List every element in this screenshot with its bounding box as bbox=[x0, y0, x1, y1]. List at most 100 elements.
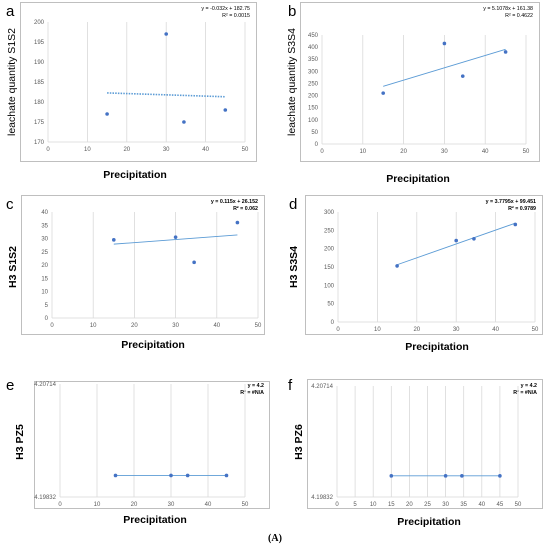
x-tick-label-c-3: 30 bbox=[172, 323, 179, 329]
data-point-a-2 bbox=[182, 120, 186, 124]
x-tick-label-b-0: 0 bbox=[320, 149, 324, 155]
x-tick-label-a-0: 0 bbox=[46, 147, 50, 153]
x-tick-label-f-3: 15 bbox=[388, 502, 395, 508]
data-point-b-2 bbox=[460, 74, 465, 78]
y-tick-label-d-6: 300 bbox=[324, 210, 335, 216]
x-axis-label-c: Precipitation bbox=[121, 339, 185, 351]
panel-letter-c: c bbox=[6, 196, 14, 213]
data-point-c-3 bbox=[235, 220, 240, 225]
panel-letter-e: e bbox=[6, 377, 15, 394]
y-tick-label-e-1: 4.20714 bbox=[34, 382, 56, 388]
x-tick-label-d-4: 40 bbox=[492, 327, 499, 333]
panel-letter-d: d bbox=[289, 196, 298, 213]
equation-text-a: y = -0.032x + 182.75 bbox=[201, 6, 250, 12]
data-point-f-0 bbox=[389, 474, 394, 478]
equation-text-f: y = 4.2 bbox=[520, 383, 537, 389]
x-tick-label-b-3: 30 bbox=[441, 149, 448, 155]
data-point-b-3 bbox=[503, 50, 508, 54]
data-point-a-3 bbox=[223, 108, 228, 112]
r2-text-d: R² = 0.9789 bbox=[508, 205, 536, 212]
trendline-b bbox=[383, 48, 506, 87]
panel-letter-f: f bbox=[288, 377, 293, 394]
x-tick-label-c-5: 50 bbox=[255, 323, 262, 329]
y-tick-label-b-1: 50 bbox=[311, 130, 318, 136]
r2-text-b: R² = 0.4622 bbox=[505, 12, 533, 19]
x-tick-label-f-7: 35 bbox=[460, 502, 467, 508]
equation-b: y = 5.1078x + 161.38 R² = 0.4622 bbox=[463, 6, 533, 19]
data-point-d-3 bbox=[513, 222, 518, 227]
x-axis-label-e: Precipitation bbox=[123, 514, 187, 526]
y-tick-label-c-5: 25 bbox=[41, 250, 48, 256]
y-tick-label-a-0: 170 bbox=[34, 140, 45, 146]
trendline-a bbox=[107, 92, 226, 98]
equation-f: y = 4.2 R² = #N/A bbox=[467, 383, 537, 396]
x-tick-label-e-3: 30 bbox=[168, 502, 175, 508]
panel-frame-e bbox=[34, 381, 270, 509]
x-tick-label-b-4: 40 bbox=[482, 149, 489, 155]
y-tick-label-b-9: 450 bbox=[308, 33, 319, 39]
data-point-e-0 bbox=[113, 473, 118, 478]
x-tick-label-e-2: 20 bbox=[131, 502, 138, 508]
data-point-e-2 bbox=[185, 473, 190, 478]
y-tick-label-b-2: 100 bbox=[308, 118, 319, 124]
x-tick-label-c-2: 20 bbox=[131, 323, 138, 329]
data-point-d-2 bbox=[472, 236, 476, 241]
y-tick-label-c-6: 30 bbox=[41, 237, 48, 243]
equation-e: y = 4.2 R² = #N/A bbox=[194, 383, 264, 396]
x-axis-label-d: Precipitation bbox=[405, 341, 469, 353]
x-tick-label-f-5: 25 bbox=[424, 502, 431, 508]
x-tick-label-a-2: 20 bbox=[123, 147, 130, 153]
panel-frame-c bbox=[21, 195, 265, 335]
x-tick-label-b-1: 10 bbox=[359, 149, 366, 155]
y-tick-label-a-6: 200 bbox=[34, 20, 45, 26]
y-tick-label-d-5: 250 bbox=[324, 228, 335, 234]
y-tick-label-d-4: 200 bbox=[324, 247, 335, 253]
data-point-c-1 bbox=[173, 235, 178, 239]
y-tick-label-c-4: 20 bbox=[41, 263, 48, 269]
r2-text-e: R² = #N/A bbox=[240, 389, 264, 396]
panel-letter-a: a bbox=[6, 3, 15, 20]
equation-d: y = 3.7795x + 99.451 R² = 0.9789 bbox=[466, 199, 536, 212]
equation-text-d: y = 3.7795x + 99.451 bbox=[485, 199, 536, 205]
panel-frame-f bbox=[307, 379, 543, 509]
y-tick-label-d-2: 100 bbox=[324, 283, 335, 289]
x-tick-label-c-0: 0 bbox=[50, 323, 54, 329]
data-point-f-2 bbox=[460, 474, 464, 478]
y-tick-label-c-3: 15 bbox=[41, 276, 48, 282]
y-tick-label-b-5: 250 bbox=[308, 81, 319, 87]
y-tick-label-d-0: 0 bbox=[331, 320, 335, 326]
x-tick-label-d-5: 50 bbox=[532, 327, 539, 333]
equation-text-b: y = 5.1078x + 161.38 bbox=[483, 6, 533, 12]
data-point-f-1 bbox=[443, 474, 448, 478]
figure-caption: (A) bbox=[268, 533, 282, 544]
x-axis-label-a: Precipitation bbox=[103, 169, 167, 181]
x-tick-label-e-0: 0 bbox=[58, 502, 62, 508]
data-point-c-2 bbox=[192, 260, 196, 265]
y-tick-label-c-7: 35 bbox=[41, 223, 48, 229]
x-axis-label-f: Precipitation bbox=[397, 516, 461, 528]
x-tick-label-c-4: 40 bbox=[213, 323, 220, 329]
equation-a: y = -0.032x + 182.75 R² = 0.0015 bbox=[180, 6, 250, 19]
y-tick-label-b-3: 150 bbox=[308, 106, 319, 112]
x-tick-label-a-4: 40 bbox=[202, 147, 209, 153]
r2-text-c: R² = 0.062 bbox=[233, 205, 258, 212]
data-point-b-1 bbox=[442, 41, 447, 46]
y-tick-label-c-2: 10 bbox=[41, 290, 48, 296]
y-tick-label-b-8: 400 bbox=[308, 45, 319, 51]
y-tick-label-b-7: 350 bbox=[308, 57, 319, 63]
data-point-c-0 bbox=[112, 238, 116, 242]
x-tick-label-e-4: 40 bbox=[205, 502, 212, 508]
x-tick-label-f-6: 30 bbox=[442, 502, 449, 508]
y-tick-label-a-2: 180 bbox=[34, 100, 45, 106]
data-point-d-0 bbox=[395, 264, 399, 268]
panel-frame-b bbox=[300, 2, 540, 162]
x-tick-label-a-1: 10 bbox=[84, 147, 91, 153]
data-point-a-1 bbox=[164, 32, 168, 36]
equation-text-e: y = 4.2 bbox=[247, 383, 264, 389]
data-point-a-0 bbox=[105, 112, 109, 116]
y-tick-label-d-3: 150 bbox=[324, 265, 335, 271]
x-tick-label-c-1: 10 bbox=[90, 323, 97, 329]
y-tick-label-b-6: 300 bbox=[308, 69, 319, 75]
